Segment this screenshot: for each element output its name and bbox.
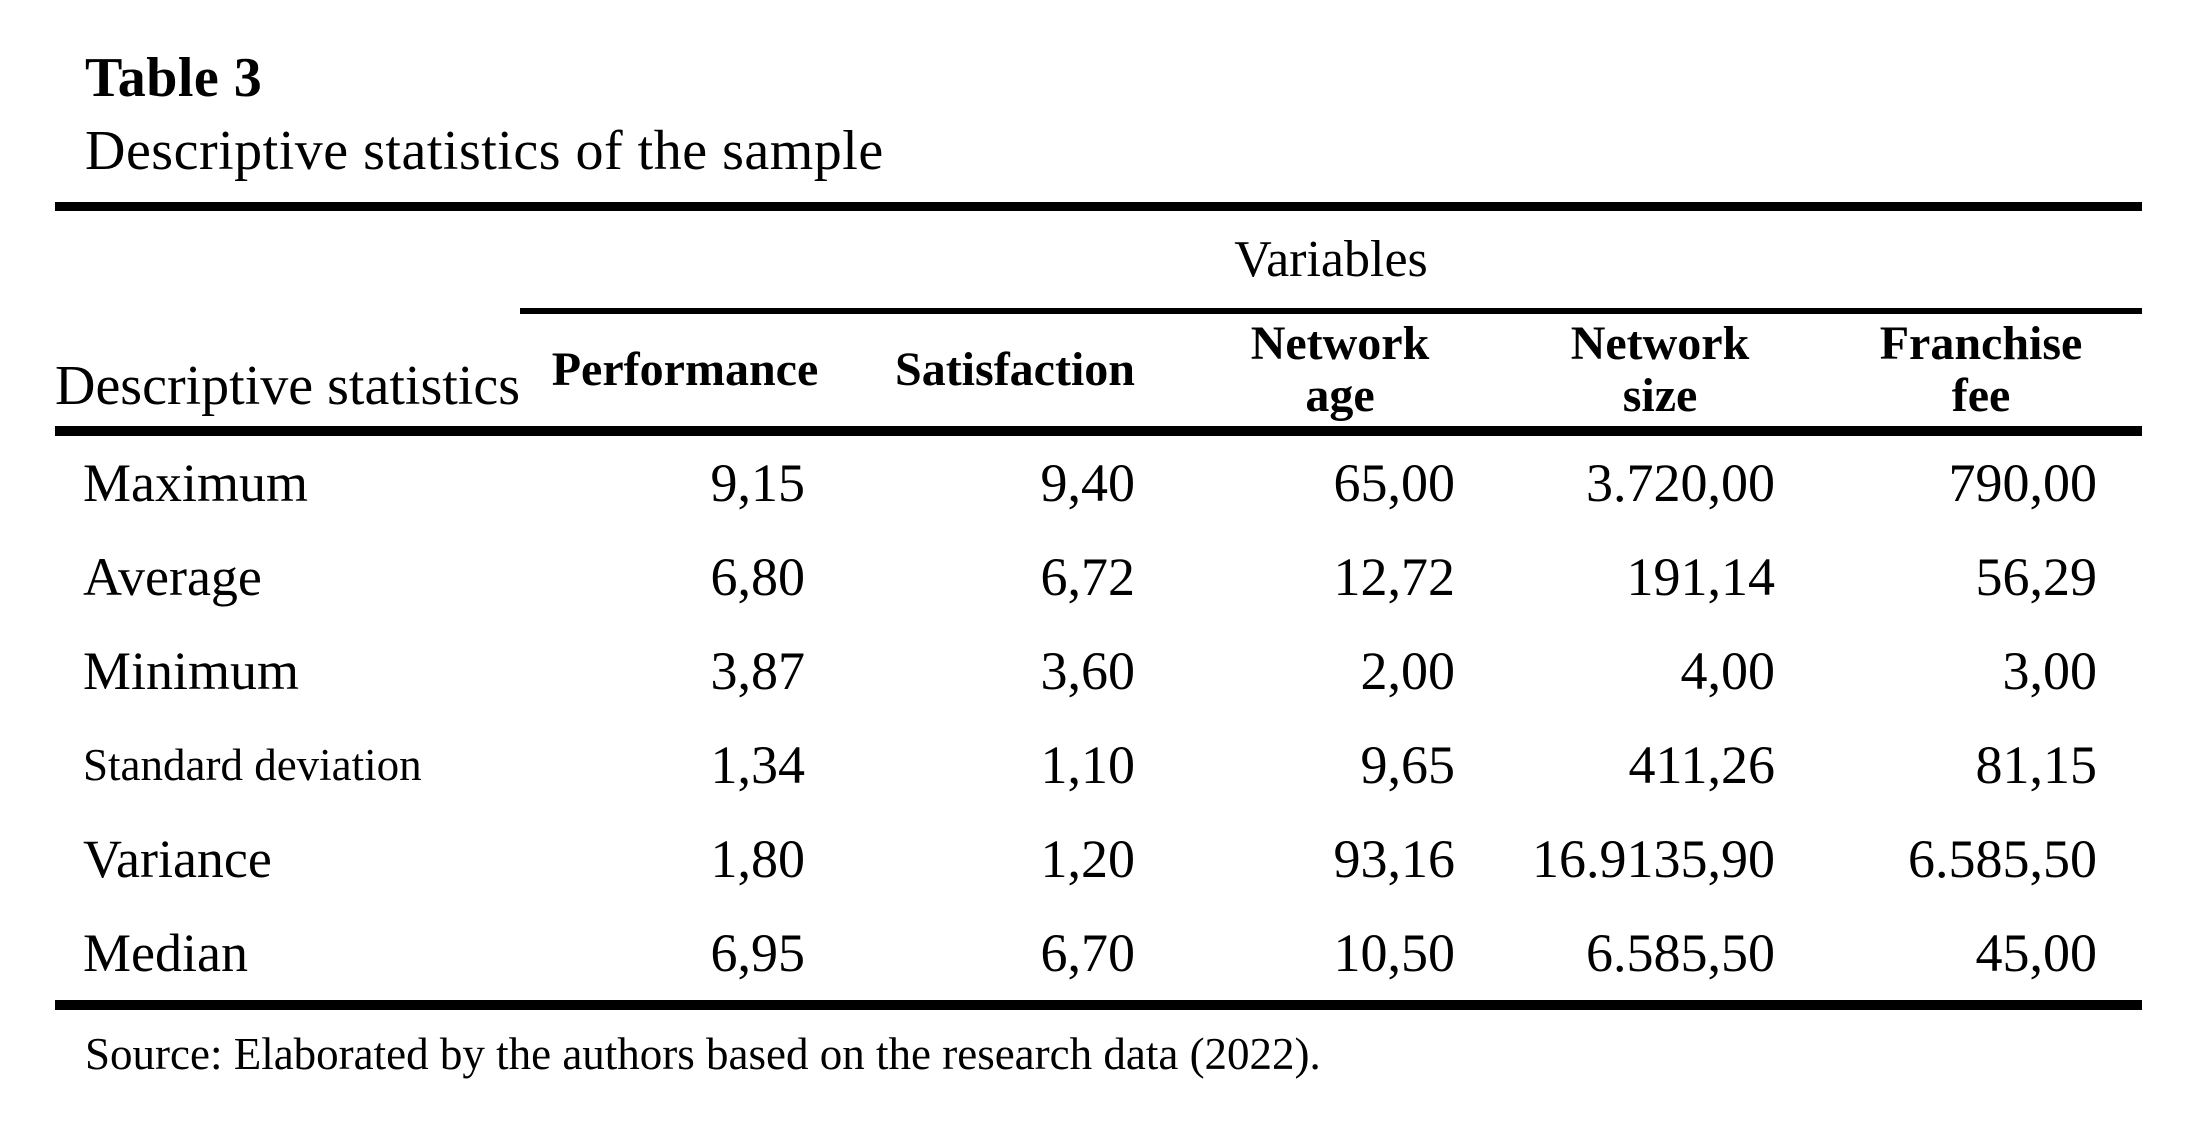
cell-value: 6,80 (710, 546, 806, 607)
cell-value: 6.585,50 (1908, 828, 2098, 889)
group-header-row: Descriptive statistics Variables (55, 206, 2143, 436)
cell-value: 411,26 (1628, 734, 1776, 795)
cell-value: 9,15 (710, 452, 806, 513)
cell-value: 10,50 (1333, 922, 1456, 983)
column-header-row: Performance Satisfaction Network age Net… (55, 310, 2143, 436)
table-row-maximum: Maximum 9,15 9,40 65,00 3.720,00 790,00 (55, 431, 2142, 530)
row-label: Standard deviation (83, 739, 422, 790)
cell-value: 1,80 (710, 828, 806, 889)
cell-value: 16.9135,90 (1532, 828, 1775, 889)
cell-value: 6,70 (1040, 922, 1136, 983)
table-caption: Descriptive statistics of the sample (85, 119, 884, 182)
stub-header: Descriptive statistics (55, 206, 520, 436)
descriptive-statistics-table: Descriptive statistics Variables Perform… (55, 201, 2143, 1010)
cell-value: 45,00 (1975, 922, 2098, 983)
table-row-median: Median 6,95 6,70 10,50 6.585,50 45,00 (55, 906, 2142, 1005)
table-row-variance: Variance 1,80 1,20 93,16 16.9135,90 6.58… (55, 812, 2142, 906)
cell-value: 81,15 (1975, 734, 2098, 795)
cell-value: 1,34 (710, 734, 806, 795)
cell-value: 1,20 (1040, 828, 1136, 889)
row-label: Variance (83, 828, 272, 889)
cell-value: 6,72 (1040, 546, 1136, 607)
cell-value: 191,14 (1626, 546, 1776, 607)
cell-value: 6,95 (710, 922, 806, 983)
cell-value: 9,40 (1040, 452, 1136, 513)
row-label: Average (83, 546, 262, 607)
cell-value: 4,00 (1680, 640, 1776, 701)
cell-value: 6.585,50 (1586, 922, 1775, 983)
row-label: Maximum (83, 452, 308, 513)
cell-value: 9,65 (1360, 734, 1456, 795)
row-label: Minimum (83, 640, 300, 701)
cell-value: 93,16 (1333, 828, 1456, 889)
source-note: Source: Elaborated by the authors based … (85, 1028, 1321, 1079)
cell-value: 3,60 (1040, 640, 1136, 701)
cell-value: 790,00 (1948, 452, 2098, 513)
cell-value: 12,72 (1333, 546, 1456, 607)
column-header-network-size: Network size (1500, 310, 1820, 436)
column-header-satisfaction: Satisfaction (850, 310, 1180, 436)
column-header-performance: Performance (520, 310, 850, 436)
cell-value: 65,00 (1333, 452, 1456, 513)
cell-value: 2,00 (1360, 640, 1456, 701)
column-header-network-age: Network age (1180, 310, 1500, 436)
column-header-franchise-fee: Franchise fee (1820, 310, 2143, 436)
cell-value: 3,00 (2002, 640, 2098, 701)
cell-value: 56,29 (1975, 546, 2098, 607)
cell-value: 3,87 (710, 640, 806, 701)
cell-value: 3.720,00 (1586, 452, 1775, 513)
table-row-standard-deviation: Standard deviation 1,34 1,10 9,65 411,26… (55, 718, 2142, 812)
table-row-average: Average 6,80 6,72 12,72 191,14 56,29 (55, 530, 2142, 624)
variables-group-header: Variables (520, 206, 2143, 314)
table-row-minimum: Minimum 3,87 3,60 2,00 4,00 3,00 (55, 624, 2142, 718)
cell-value: 1,10 (1040, 734, 1136, 795)
table-number-title: Table 3 (85, 47, 263, 109)
row-label: Median (83, 922, 248, 983)
